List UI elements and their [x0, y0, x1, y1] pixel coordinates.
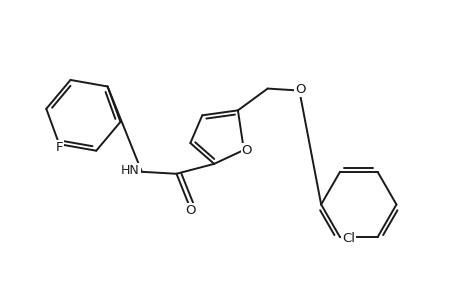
Text: O: O	[295, 83, 305, 96]
Text: O: O	[185, 204, 195, 217]
Text: F: F	[55, 141, 63, 154]
Text: O: O	[241, 145, 252, 158]
Text: Cl: Cl	[341, 232, 354, 244]
Text: HN: HN	[121, 164, 140, 177]
